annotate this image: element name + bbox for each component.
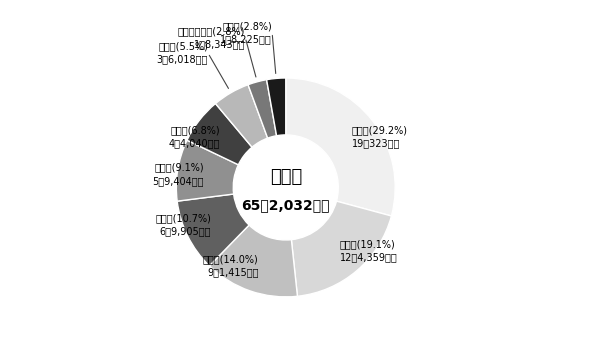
Text: 歳　出: 歳 出 — [269, 168, 302, 185]
Wedge shape — [266, 78, 286, 136]
Text: 教育費(19.1%)
12億4,359万円: 教育費(19.1%) 12億4,359万円 — [340, 239, 398, 262]
Wedge shape — [292, 201, 391, 296]
Wedge shape — [209, 225, 298, 297]
Text: 消防費(5.5%)
3億6,018万円: 消防費(5.5%) 3億6,018万円 — [157, 41, 208, 65]
Text: その他(2.8%)
1億8,225万円: その他(2.8%) 1億8,225万円 — [220, 21, 272, 44]
Wedge shape — [248, 80, 277, 138]
Text: 土木費(10.7%)
6億9,905万円: 土木費(10.7%) 6億9,905万円 — [155, 213, 211, 236]
Text: 公債費(6.8%)
4億4,040万円: 公債費(6.8%) 4億4,040万円 — [169, 125, 220, 148]
Text: 65億2,032万円: 65億2,032万円 — [242, 198, 330, 212]
Wedge shape — [215, 85, 268, 147]
Text: 農林水産業費(2.8%)
1億8,343万円: 農林水産業費(2.8%) 1億8,343万円 — [178, 26, 245, 49]
Text: 衛生費(9.1%)
5億9,404万円: 衛生費(9.1%) 5億9,404万円 — [152, 163, 203, 186]
Text: 総務費(14.0%)
9億1,415万円: 総務費(14.0%) 9億1,415万円 — [203, 255, 259, 278]
Wedge shape — [176, 140, 238, 201]
Wedge shape — [177, 194, 249, 266]
Wedge shape — [286, 78, 395, 216]
Wedge shape — [187, 103, 252, 165]
Text: 民生費(29.2%)
19億323万円: 民生費(29.2%) 19億323万円 — [352, 125, 408, 149]
